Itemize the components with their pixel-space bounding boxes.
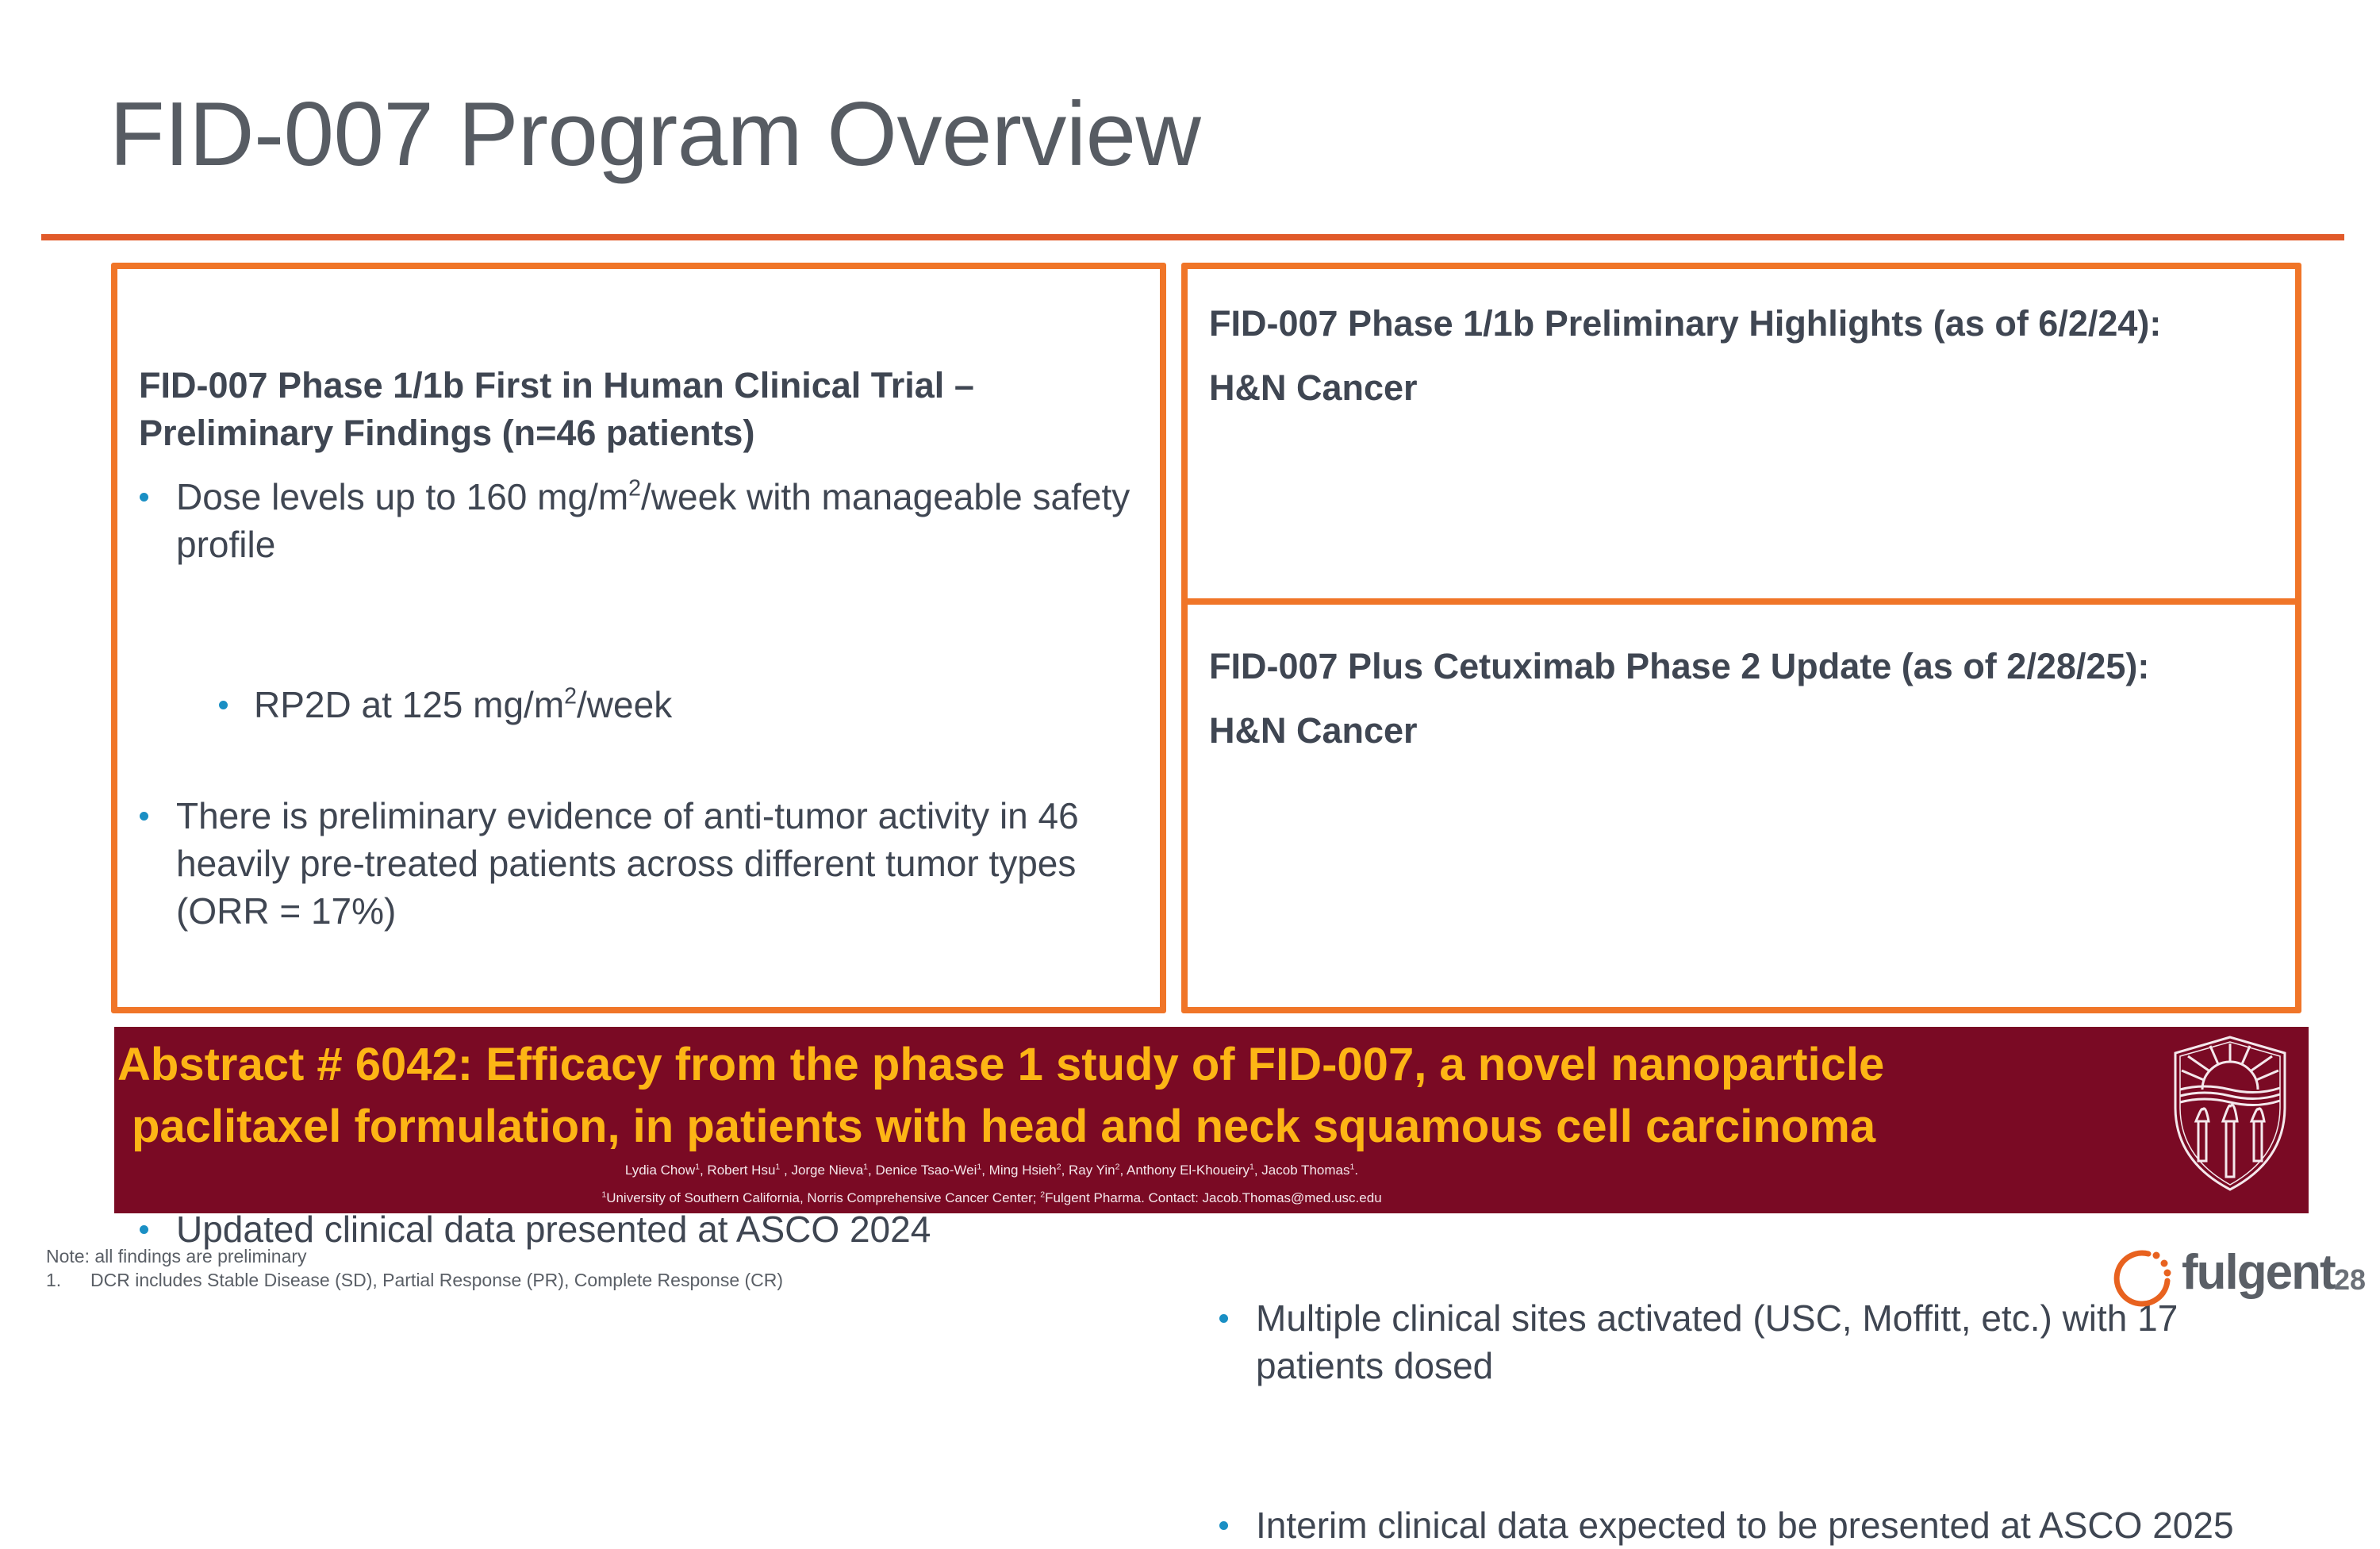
phase1-highlights-subheading: H&N Cancer <box>1209 367 1418 408</box>
affiliation-mark: 1 <box>775 1162 781 1172</box>
phase1-findings-heading: FID-007 Phase 1/1b First in Human Clinic… <box>139 362 974 457</box>
bullet-anti-tumor: There is preliminary evidence of anti-tu… <box>140 792 1152 935</box>
bullet-icon <box>140 1225 148 1234</box>
page-title: FID-007 Program Overview <box>109 84 1201 185</box>
affiliation-mark: 2 <box>1040 1190 1046 1200</box>
bullet-dose-levels: Dose levels up to 160 mg/m2/week with ma… <box>140 473 1152 568</box>
author: Jacob Thomas <box>1261 1163 1350 1178</box>
bullet-icon <box>1219 1521 1228 1530</box>
affiliation-mark: 1 <box>1349 1162 1355 1172</box>
abstract-title: Abstract # 6042: Efficacy from the phase… <box>117 1034 2069 1158</box>
heading-line-1: FID-007 Phase 1/1b First in Human Clinic… <box>139 365 974 406</box>
footnote-text: DCR includes Stable Disease (SD), Partia… <box>90 1270 784 1290</box>
affiliation-mark: 1 <box>863 1162 869 1172</box>
author-list: Lydia Chow1, Robert Hsu1 , Jorge Nieva1,… <box>624 1162 1359 1178</box>
affiliation-2-contact: Fulgent Pharma. Contact: Jacob.Thomas@me… <box>1045 1190 1382 1205</box>
page-number: 28 <box>2334 1263 2367 1296</box>
fulgent-logo-text: fulgent <box>2182 1245 2336 1300</box>
superscript: 2 <box>628 475 642 502</box>
author: Anthony El-Khoueiry <box>1126 1163 1250 1178</box>
author: Ming Hsieh <box>988 1163 1057 1178</box>
affiliation-mark: 2 <box>1056 1162 1061 1172</box>
abstract-title-line-1: Abstract # 6042: Efficacy from the phase… <box>117 1039 1885 1090</box>
phase2-update-subheading: H&N Cancer <box>1209 710 1418 751</box>
author: Lydia Chow <box>624 1163 696 1178</box>
heading-line-2: Preliminary Findings (n=46 patients) <box>139 413 755 453</box>
phase1-highlights-heading: FID-007 Phase 1/1b Preliminary Highlight… <box>1209 303 2162 344</box>
author: Ray Yin <box>1069 1163 1115 1178</box>
phase2-update-heading: FID-007 Plus Cetuximab Phase 2 Update (a… <box>1209 646 2150 686</box>
author: Robert Hsu <box>707 1163 776 1178</box>
affiliation-mark: 1 <box>977 1162 982 1172</box>
author: Jorge Nieva <box>791 1163 864 1178</box>
bullet-asco-2024: Updated clinical data presented at ASCO … <box>140 1205 1152 1253</box>
bullet-icon <box>219 701 228 709</box>
affiliations: 1University of Southern California, Norr… <box>341 1190 1642 1206</box>
phase1-findings-box <box>111 263 1166 1013</box>
affiliation-mark: 1 <box>601 1190 607 1200</box>
bullet-icon <box>140 493 148 502</box>
bullet-text: RP2D at 125 mg/m <box>254 684 565 725</box>
abstract-banner <box>114 1027 2309 1213</box>
bullet-text: Updated clinical data presented at ASCO … <box>176 1209 931 1250</box>
bullet-text: Interim clinical data expected to be pre… <box>1256 1505 2234 1546</box>
footnote: 1. DCR includes Stable Disease (SD), Part… <box>46 1268 783 1292</box>
bullet-text: /week with manageable safety profile <box>176 476 1130 565</box>
usc-seal-icon <box>2174 1036 2286 1191</box>
author: Denice Tsao-Wei <box>875 1163 977 1178</box>
preliminary-note: Note: all findings are preliminary <box>46 1246 307 1266</box>
affiliation-1: University of Southern California, Norri… <box>606 1190 1041 1205</box>
affiliation-mark: 1 <box>1249 1162 1254 1172</box>
phase1-highlights-box <box>1181 263 2301 605</box>
sub-bullet-rp2d: RP2D at 125 mg/m2/week <box>219 681 1127 728</box>
superscript: 2 <box>564 683 578 709</box>
bullet-asco-2025: Interim clinical data expected to be pre… <box>1219 1501 2271 1549</box>
affiliation-mark: 1 <box>695 1162 700 1172</box>
fulgent-logo-icon <box>2113 1250 2171 1307</box>
bullet-text: There is preliminary evidence of anti-tu… <box>176 795 1079 932</box>
abstract-title-line-2: paclitaxel formulation, in patients with… <box>132 1101 1876 1152</box>
title-divider <box>41 234 2344 240</box>
phase2-update-box <box>1181 598 2301 1013</box>
bullet-text: Dose levels up to 160 mg/m <box>176 476 629 517</box>
bullet-text: /week <box>577 684 673 725</box>
affiliation-mark: 2 <box>1115 1162 1120 1172</box>
bullet-text: Multiple clinical sites activated (USC, … <box>1256 1297 2178 1386</box>
footnote-number: 1. <box>46 1270 62 1290</box>
bullet-icon <box>1219 1314 1228 1323</box>
bullet-icon <box>140 812 148 821</box>
